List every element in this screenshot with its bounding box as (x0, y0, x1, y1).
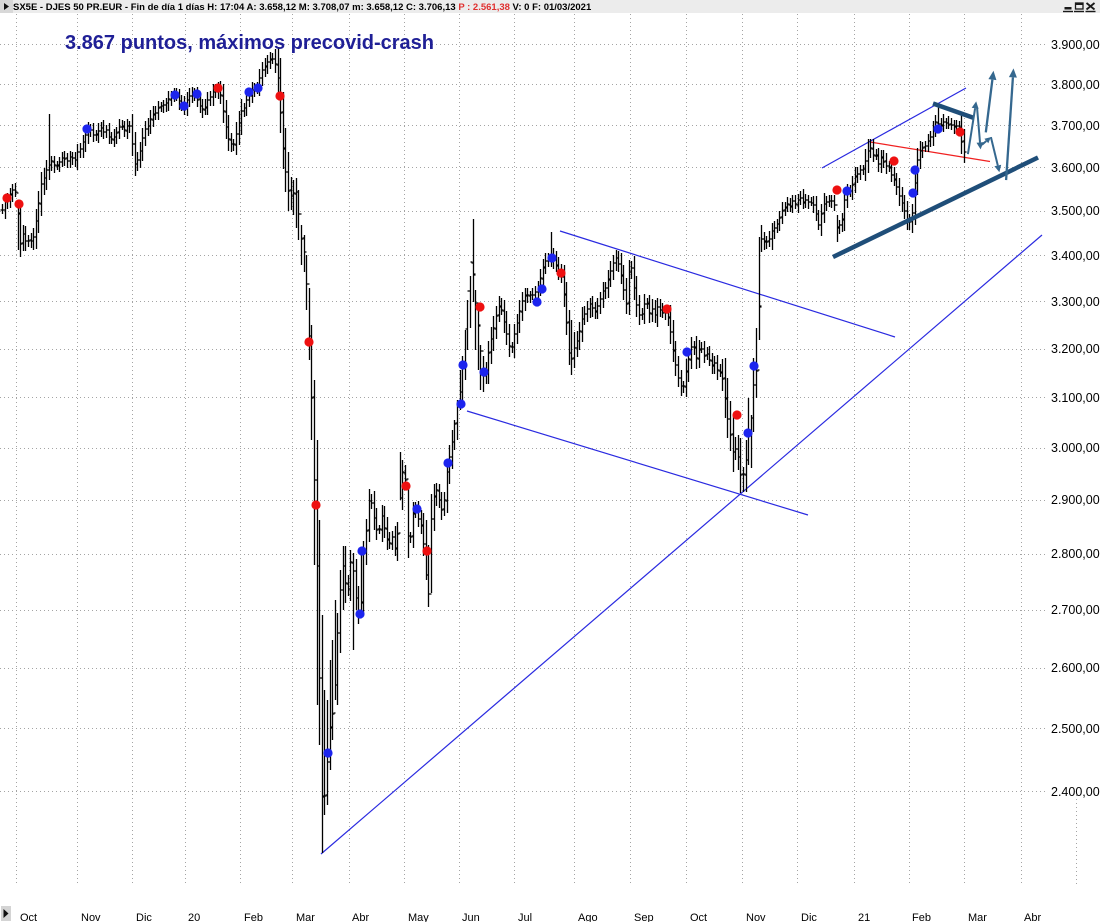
svg-text:May: May (408, 912, 429, 922)
svg-text:3.867 puntos, máximos precovid: 3.867 puntos, máximos precovid-crash (65, 32, 434, 54)
svg-text:3.800,00: 3.800,00 (1051, 78, 1100, 92)
svg-text:3.100,00: 3.100,00 (1051, 391, 1100, 405)
svg-text:Dic: Dic (136, 912, 152, 922)
svg-text:SX5E - DJES 50 PR.EUR - Fin de: SX5E - DJES 50 PR.EUR - Fin de día 1 día… (13, 2, 592, 13)
svg-text:3.900,00: 3.900,00 (1051, 38, 1100, 52)
svg-text:Abr: Abr (352, 912, 369, 922)
svg-text:3.600,00: 3.600,00 (1051, 161, 1100, 175)
svg-text:Nov: Nov (81, 912, 101, 922)
svg-text:2.900,00: 2.900,00 (1051, 493, 1100, 507)
svg-text:Ago: Ago (578, 912, 598, 922)
svg-text:2.400,00: 2.400,00 (1051, 785, 1100, 799)
svg-text:3.500,00: 3.500,00 (1051, 204, 1100, 218)
svg-text:Oct: Oct (20, 912, 37, 922)
svg-text:2.600,00: 2.600,00 (1051, 661, 1100, 675)
svg-text:Feb: Feb (912, 912, 931, 922)
svg-text:2.800,00: 2.800,00 (1051, 547, 1100, 561)
svg-text:20: 20 (188, 912, 200, 922)
svg-text:3.200,00: 3.200,00 (1051, 342, 1100, 356)
svg-text:Jun: Jun (462, 912, 480, 922)
svg-text:3.000,00: 3.000,00 (1051, 441, 1100, 455)
svg-text:3.400,00: 3.400,00 (1051, 249, 1100, 263)
svg-text:Nov: Nov (746, 912, 766, 922)
svg-text:Feb: Feb (244, 912, 263, 922)
svg-text:Mar: Mar (296, 912, 315, 922)
svg-text:Jul: Jul (518, 912, 532, 922)
svg-text:Sep: Sep (634, 912, 654, 922)
svg-text:Dic: Dic (801, 912, 817, 922)
svg-text:3.300,00: 3.300,00 (1051, 295, 1100, 309)
svg-text:Mar: Mar (968, 912, 987, 922)
svg-text:Abr: Abr (1024, 912, 1041, 922)
svg-text:2.500,00: 2.500,00 (1051, 722, 1100, 736)
svg-text:Oct: Oct (690, 912, 707, 922)
svg-text:3.700,00: 3.700,00 (1051, 119, 1100, 133)
svg-text:2.700,00: 2.700,00 (1051, 603, 1100, 617)
svg-text:21: 21 (858, 912, 870, 922)
